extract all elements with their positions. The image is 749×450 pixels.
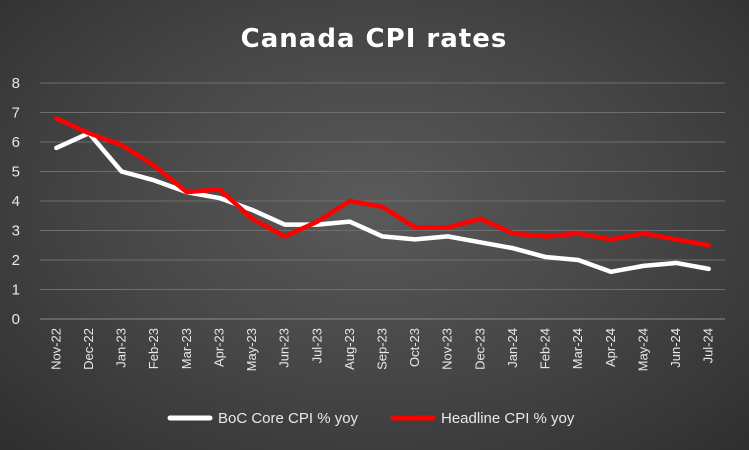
x-tick-label: Jan-23: [114, 328, 129, 368]
x-tick-label: Mar-24: [570, 328, 585, 369]
x-tick-label: Jul-24: [701, 328, 716, 363]
x-tick-labels: Nov-22 Dec-22 Jan-23 Feb-23 Mar-23 Apr-23 May-…: [48, 328, 715, 371]
x-tick-label: Oct-23: [407, 328, 422, 367]
y-tick-label: 4: [12, 193, 20, 210]
x-tick-label: Mar-23: [179, 328, 194, 369]
x-tick-label: Sep-23: [375, 328, 390, 370]
series-line-headline-cpi: [54, 116, 711, 248]
x-tick-label: Nov-22: [48, 328, 63, 370]
y-tick-label: 0: [12, 311, 20, 328]
x-tick-label: Jul-23: [309, 328, 324, 363]
x-tick-label: Jun-23: [277, 328, 292, 368]
x-tick-label: Nov-23: [440, 328, 455, 370]
x-tick-label: Dec-23: [472, 328, 487, 370]
legend: BoC Core CPI % yoy Headline CPI % yoy: [167, 410, 575, 427]
series-lines: [54, 116, 711, 275]
series-line-core-cpi: [54, 130, 711, 275]
y-tick-label: 7: [12, 105, 20, 122]
x-tick-label: Aug-23: [342, 328, 357, 370]
x-tick-label: Apr-24: [603, 328, 618, 367]
y-tick-label: 1: [12, 282, 20, 299]
y-tick-label: 2: [12, 252, 20, 269]
chart-title: Canada CPI rates: [241, 24, 508, 54]
grid: [40, 82, 725, 320]
x-tick-label: May-23: [244, 328, 259, 371]
y-tick-labels: 0 1 2 3 4 5 6 7 8: [12, 75, 20, 328]
x-tick-label: Jun-24: [668, 328, 683, 368]
legend-label: Headline CPI % yoy: [441, 410, 575, 427]
x-tick-label: Jan-24: [505, 328, 520, 368]
y-tick-label: 3: [12, 223, 20, 240]
x-tick-label: Dec-22: [81, 328, 96, 370]
x-tick-label: Feb-24: [538, 328, 553, 369]
x-tick-label: Feb-23: [146, 328, 161, 369]
x-tick-label: May-24: [635, 328, 650, 371]
y-tick-label: 5: [12, 164, 20, 181]
legend-label: BoC Core CPI % yoy: [218, 410, 359, 427]
y-tick-label: 8: [12, 75, 20, 92]
x-tick-label: Apr-23: [211, 328, 226, 367]
y-tick-label: 6: [12, 134, 20, 151]
